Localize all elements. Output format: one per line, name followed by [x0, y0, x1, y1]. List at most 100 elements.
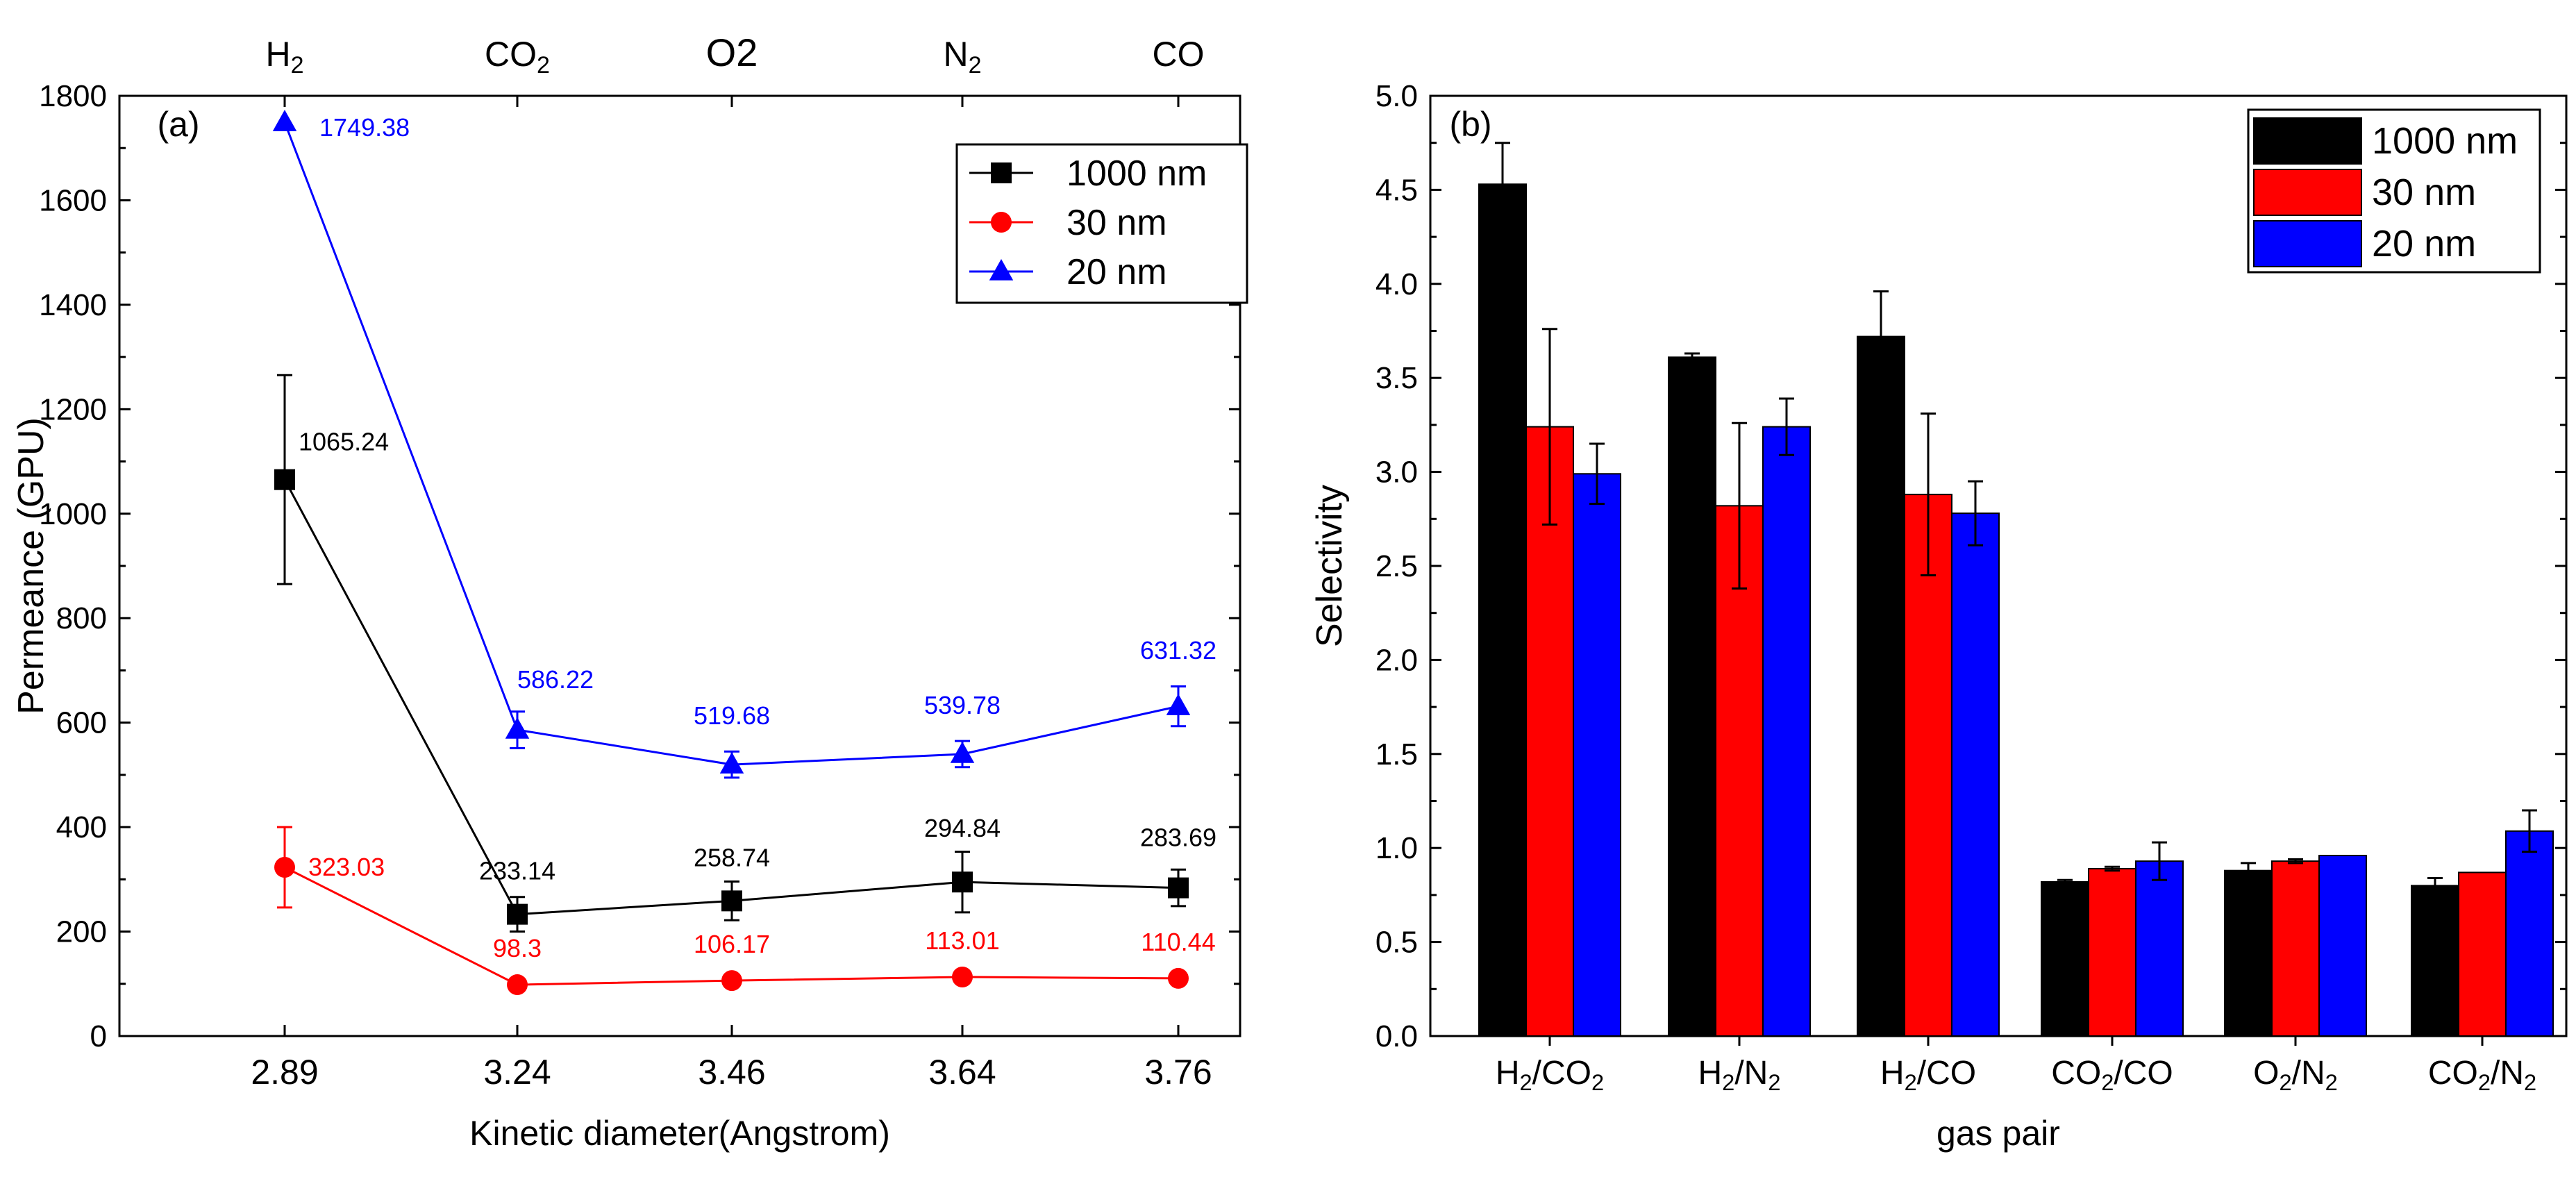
top-axis-label: CO2: [485, 35, 550, 78]
bar: [1668, 356, 1716, 1037]
series-20-nm: 1749.38 586.22 519.68 539.78 631.32: [272, 110, 1216, 779]
legend: 1000 nm 30 nm 20 nm: [2247, 108, 2541, 274]
y-tick-label: 2.0: [1375, 643, 1418, 677]
data-point: [507, 903, 528, 925]
bar: [1904, 494, 1952, 1037]
label-part: /: [2491, 1055, 2500, 1092]
label-part: CO: [1541, 1055, 1591, 1092]
bar: [2088, 867, 2136, 1037]
subscript: 2: [1591, 1069, 1604, 1095]
label-part: CO: [485, 35, 537, 74]
label-part: O: [2253, 1055, 2279, 1092]
subscript: 2: [2280, 1069, 2292, 1095]
label-part: N: [1744, 1055, 1768, 1092]
y-axis-title: Selectivity: [1310, 485, 1350, 647]
label-part: /: [1917, 1055, 1927, 1092]
data-point: [952, 871, 973, 893]
bar: [1525, 426, 1574, 1037]
y-tick-label: 4.0: [1375, 267, 1418, 301]
x-tick-label: 3.76: [1144, 1053, 1212, 1092]
subscript: 2: [1722, 1069, 1734, 1095]
data-label: 1065.24: [299, 428, 389, 456]
y-tick-label: 1000: [39, 497, 107, 531]
y-tick-label: 0.0: [1375, 1019, 1418, 1053]
label-part: H: [265, 35, 290, 74]
y-tick-label: 1.5: [1375, 737, 1418, 771]
bar: [1478, 183, 1527, 1037]
x-tick-label: 3.46: [698, 1053, 765, 1092]
data-label: 110.44: [1141, 928, 1215, 956]
legend-label: 30 nm: [2372, 172, 2476, 213]
label-part: H: [1698, 1055, 1723, 1092]
bar: [2135, 860, 2184, 1037]
legend-label: 20 nm: [2372, 223, 2476, 265]
subscript: 2: [2478, 1069, 2491, 1095]
data-label: 519.68: [694, 701, 770, 730]
bar: [1857, 335, 1905, 1037]
bar: [2505, 830, 2554, 1037]
data-label: 539.78: [924, 691, 1001, 719]
data-label: 258.74: [694, 843, 770, 871]
bar: [2458, 871, 2507, 1037]
data-label: 233.14: [479, 857, 555, 885]
data-point: [274, 857, 295, 878]
data-point: [719, 752, 744, 774]
top-axis-label: CO: [1153, 35, 1205, 74]
legend-marker: [991, 162, 1012, 183]
panel-label: (b): [1449, 105, 1491, 144]
bar: [1762, 426, 1811, 1037]
data-point: [1166, 694, 1191, 715]
legend-swatch: [2253, 117, 2362, 165]
label-part: CO: [1153, 35, 1205, 74]
label-part: N: [2500, 1055, 2524, 1092]
y-tick-label: 600: [56, 706, 107, 740]
data-point: [272, 110, 297, 131]
x-tick-label: 2.89: [251, 1053, 318, 1092]
x-tick-label: CO2/CO: [2051, 1055, 2173, 1095]
panel-label: (a): [157, 105, 199, 144]
label-part: H: [1880, 1055, 1905, 1092]
x-tick-label: CO2/N2: [2428, 1055, 2536, 1095]
x-tick-label: H2/CO2: [1496, 1055, 1604, 1095]
y-tick-label: 2.5: [1375, 549, 1418, 583]
bar: [2271, 860, 2320, 1037]
data-label: 98.3: [493, 934, 542, 962]
data-label: 294.84: [924, 814, 1001, 842]
x-tick-label: 3.24: [483, 1053, 551, 1092]
x-tick-label: 3.64: [928, 1053, 996, 1092]
label-part: /: [1532, 1055, 1542, 1092]
bar: [1573, 473, 1621, 1037]
data-point: [507, 974, 528, 996]
label-part: N: [2301, 1055, 2325, 1092]
y-tick-label: 400: [56, 810, 107, 844]
bar: [2041, 880, 2089, 1037]
subscript: 2: [2325, 1069, 2338, 1095]
legend-marker: [989, 259, 1014, 281]
legend-swatch: [2253, 220, 2362, 267]
subscript: 2: [2524, 1069, 2536, 1095]
data-label: 283.69: [1140, 824, 1216, 852]
bar: [2224, 869, 2273, 1037]
data-point: [721, 890, 742, 912]
label-part: /: [2114, 1055, 2123, 1092]
label-part: CO: [2123, 1055, 2173, 1092]
y-tick-label: 0: [90, 1019, 107, 1053]
label-part: /: [2292, 1055, 2302, 1092]
x-tick-label: H2/N2: [1698, 1055, 1781, 1095]
legend-label: 1000 nm: [1067, 153, 1207, 194]
data-label: 323.03: [308, 853, 385, 881]
data-point: [1168, 877, 1189, 899]
label-part: H: [1496, 1055, 1520, 1092]
subscript: 2: [1905, 1069, 1917, 1095]
label-part: /: [1734, 1055, 1744, 1092]
legend-swatch: [2253, 169, 2362, 216]
top-axis-label: H2: [265, 35, 303, 78]
bar-series-20-nm: [1573, 397, 2554, 1037]
label-part: CO: [2428, 1055, 2478, 1092]
top-axis-label: O2: [706, 31, 758, 74]
data-label: 631.32: [1140, 636, 1216, 665]
y-tick-label: 0.5: [1375, 926, 1418, 960]
y-tick-label: 1200: [39, 392, 107, 426]
data-label: 113.01: [925, 926, 999, 955]
